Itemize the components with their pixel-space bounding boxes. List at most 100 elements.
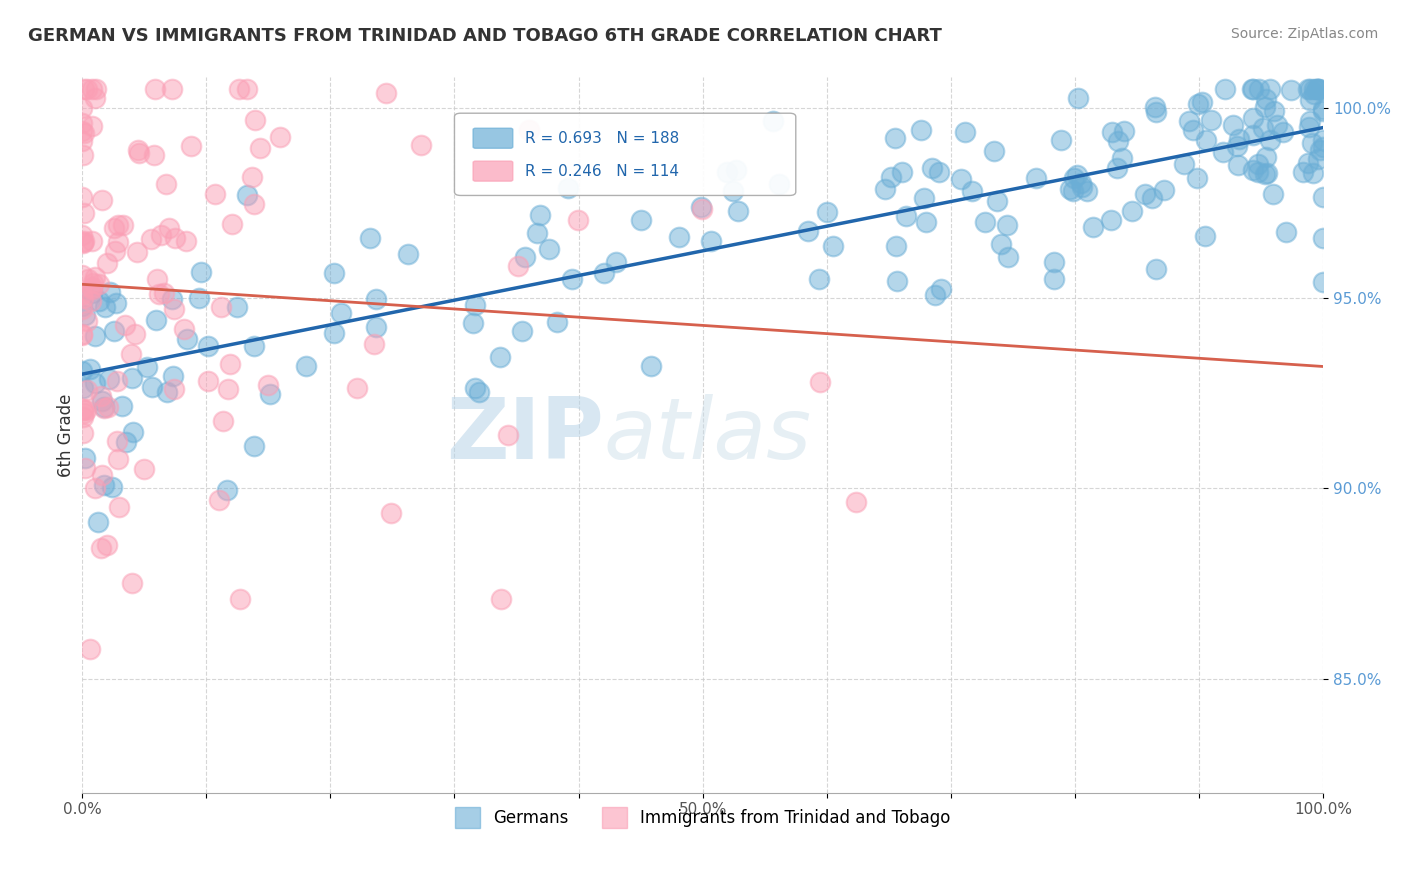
Point bbox=[1261, 186, 1284, 201]
Point bbox=[1066, 168, 1088, 182]
Point bbox=[143, 148, 166, 162]
Point bbox=[526, 227, 548, 241]
Point bbox=[640, 359, 662, 374]
Point bbox=[77, 272, 100, 286]
Point bbox=[111, 399, 134, 413]
Point bbox=[995, 219, 1018, 233]
Point bbox=[249, 140, 271, 154]
Point bbox=[229, 591, 252, 606]
Point bbox=[506, 259, 529, 273]
Point bbox=[1063, 170, 1085, 185]
Point bbox=[180, 139, 202, 153]
Point bbox=[668, 230, 690, 244]
Point bbox=[145, 313, 167, 327]
Point bbox=[910, 122, 932, 136]
Point bbox=[366, 319, 388, 334]
Point bbox=[1199, 113, 1222, 128]
Point bbox=[1062, 184, 1084, 198]
Point bbox=[104, 244, 127, 258]
Point bbox=[176, 332, 198, 346]
Text: Source: ZipAtlas.com: Source: ZipAtlas.com bbox=[1230, 27, 1378, 41]
Point bbox=[1043, 271, 1066, 285]
Point bbox=[76, 314, 98, 328]
Point bbox=[72, 299, 94, 313]
Point bbox=[242, 339, 264, 353]
Point bbox=[80, 82, 103, 96]
Point bbox=[557, 181, 579, 195]
Point bbox=[1187, 97, 1209, 112]
FancyBboxPatch shape bbox=[454, 113, 796, 195]
Point bbox=[76, 82, 98, 96]
Point bbox=[82, 119, 104, 133]
Point bbox=[174, 235, 197, 249]
Point bbox=[173, 322, 195, 336]
Point bbox=[359, 230, 381, 244]
Point bbox=[70, 268, 93, 282]
Point bbox=[716, 165, 738, 179]
Point bbox=[219, 358, 242, 372]
Point bbox=[1306, 82, 1329, 96]
Point bbox=[797, 224, 820, 238]
Point bbox=[1292, 165, 1315, 179]
Point bbox=[225, 300, 247, 314]
Point bbox=[363, 336, 385, 351]
Point bbox=[235, 82, 257, 96]
Point bbox=[94, 300, 117, 314]
Point bbox=[107, 374, 129, 388]
Point bbox=[986, 194, 1008, 208]
Point bbox=[76, 383, 98, 397]
Point bbox=[1299, 82, 1322, 96]
Point bbox=[489, 592, 512, 607]
Point bbox=[72, 402, 94, 417]
Point bbox=[208, 493, 231, 508]
Point bbox=[1265, 118, 1288, 132]
Point bbox=[605, 255, 627, 269]
Point bbox=[1107, 134, 1129, 148]
Point bbox=[72, 235, 94, 250]
Point bbox=[894, 209, 917, 223]
Point bbox=[690, 202, 713, 216]
Point bbox=[70, 124, 93, 138]
Point bbox=[139, 232, 162, 246]
Point bbox=[1135, 187, 1157, 202]
Point bbox=[1182, 122, 1205, 136]
Point bbox=[83, 329, 105, 343]
Point bbox=[592, 266, 614, 280]
Point bbox=[990, 237, 1012, 252]
Point bbox=[96, 538, 118, 552]
Point bbox=[1177, 113, 1199, 128]
Point bbox=[1279, 83, 1302, 97]
Point bbox=[72, 403, 94, 417]
Point bbox=[73, 406, 96, 420]
Point bbox=[807, 272, 830, 286]
Point bbox=[103, 221, 125, 235]
Point bbox=[1191, 95, 1213, 109]
Point bbox=[112, 218, 135, 232]
Point bbox=[165, 231, 187, 245]
Point bbox=[1099, 212, 1122, 227]
Point bbox=[79, 641, 101, 656]
Point bbox=[1272, 125, 1295, 139]
Point bbox=[1254, 100, 1277, 114]
Point bbox=[162, 369, 184, 384]
Point bbox=[1247, 165, 1270, 179]
Point bbox=[90, 389, 112, 403]
Point bbox=[1067, 91, 1090, 105]
Point bbox=[1312, 132, 1334, 146]
Point bbox=[107, 451, 129, 466]
Point bbox=[107, 218, 129, 232]
Point bbox=[323, 326, 346, 340]
Point bbox=[70, 326, 93, 341]
Point bbox=[689, 200, 711, 214]
Point bbox=[90, 541, 112, 555]
Point bbox=[1302, 166, 1324, 180]
Point bbox=[242, 197, 264, 211]
Point bbox=[1112, 123, 1135, 137]
Point bbox=[236, 188, 259, 202]
Point bbox=[149, 227, 172, 242]
Point bbox=[87, 515, 110, 529]
Point bbox=[1263, 103, 1285, 118]
Point bbox=[83, 269, 105, 284]
Point bbox=[1195, 133, 1218, 147]
Point bbox=[699, 234, 721, 248]
